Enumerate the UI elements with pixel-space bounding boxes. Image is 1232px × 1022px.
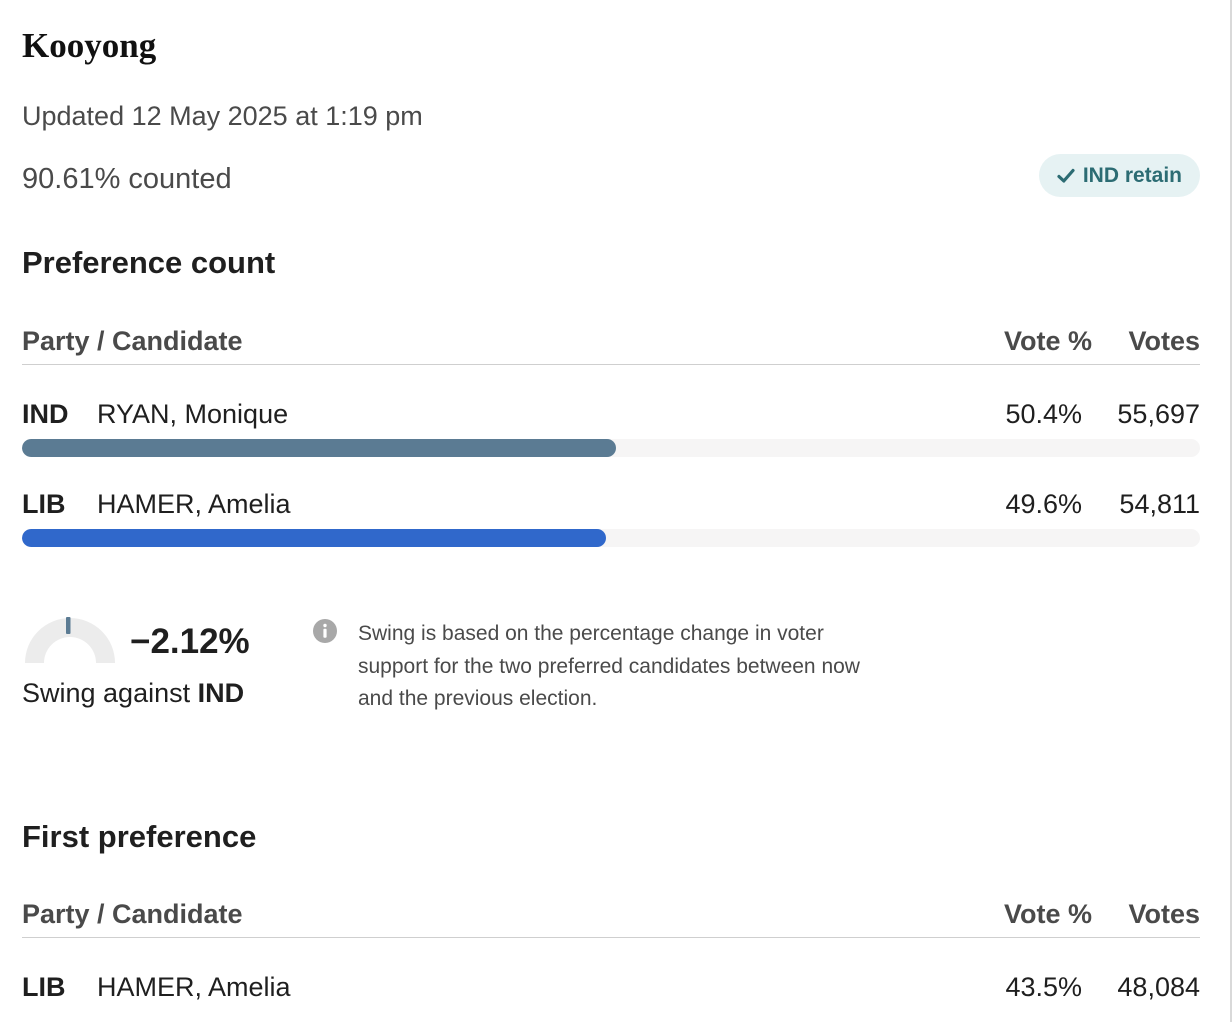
candidate-vote-percent: 43.5% bbox=[1005, 972, 1082, 1002]
vote-share-bar-lib bbox=[22, 529, 607, 547]
swing-value: −2.12% bbox=[130, 622, 250, 661]
counted-percentage: 90.61% counted bbox=[22, 163, 232, 195]
candidate-votes: 48,084 bbox=[1117, 972, 1200, 1002]
candidate-vote-percent: 49.6% bbox=[1005, 489, 1082, 519]
column-header-vote-percent: Vote % bbox=[1003, 899, 1092, 929]
preference-row-lib: LIB HAMER, Amelia 49.6% 54,811 bbox=[22, 489, 1200, 529]
first-preference-title: First preference bbox=[22, 819, 257, 854]
vote-share-bar-track-ind bbox=[22, 439, 1200, 457]
swing-label-prefix: Swing against bbox=[22, 678, 198, 708]
column-header-votes: Votes bbox=[1128, 326, 1200, 356]
candidate-party: LIB bbox=[22, 972, 66, 1002]
vote-share-bar-track-lib bbox=[22, 529, 1200, 547]
check-icon bbox=[1057, 168, 1075, 184]
candidate-votes: 55,697 bbox=[1117, 399, 1200, 429]
first-preference-row-lib: LIB HAMER, Amelia 43.5% 48,084 bbox=[22, 972, 1200, 1012]
first-preference-table-header: Party / Candidate Vote % Votes bbox=[22, 899, 1200, 938]
preference-count-title: Preference count bbox=[22, 245, 276, 280]
swing-gauge-icon bbox=[22, 614, 118, 666]
swing-label: Swing against IND bbox=[22, 678, 244, 709]
electorate-title: Kooyong bbox=[22, 26, 157, 65]
result-status-badge: IND retain bbox=[1038, 154, 1200, 197]
candidate-party: IND bbox=[22, 399, 69, 429]
page-right-border bbox=[1230, 0, 1232, 1022]
candidate-name: HAMER, Amelia bbox=[97, 489, 291, 519]
candidate-name: RYAN, Monique bbox=[97, 399, 289, 429]
vote-share-bar-ind bbox=[22, 439, 616, 457]
column-header-candidate: Party / Candidate bbox=[22, 899, 243, 929]
column-header-votes: Votes bbox=[1128, 899, 1200, 929]
candidate-vote-percent: 50.4% bbox=[1005, 399, 1082, 429]
column-header-vote-percent: Vote % bbox=[1003, 326, 1092, 356]
info-icon[interactable] bbox=[313, 619, 337, 643]
candidate-party: LIB bbox=[22, 489, 66, 519]
swing-explanation: Swing is based on the percentage change … bbox=[358, 622, 860, 710]
swing-party: IND bbox=[197, 678, 245, 708]
preference-row-ind: IND RYAN, Monique 50.4% 55,697 bbox=[22, 399, 1200, 439]
candidate-votes: 54,811 bbox=[1119, 489, 1200, 519]
updated-timestamp: Updated 12 May 2025 at 1:19 pm bbox=[22, 101, 423, 131]
swing-summary: −2.12% Swing against IND Swing is based … bbox=[22, 610, 922, 720]
candidate-name: HAMER, Amelia bbox=[97, 972, 291, 1002]
column-header-candidate: Party / Candidate bbox=[22, 326, 243, 356]
preference-count-table-header: Party / Candidate Vote % Votes bbox=[22, 326, 1200, 365]
result-status-label: IND retain bbox=[1082, 163, 1182, 187]
